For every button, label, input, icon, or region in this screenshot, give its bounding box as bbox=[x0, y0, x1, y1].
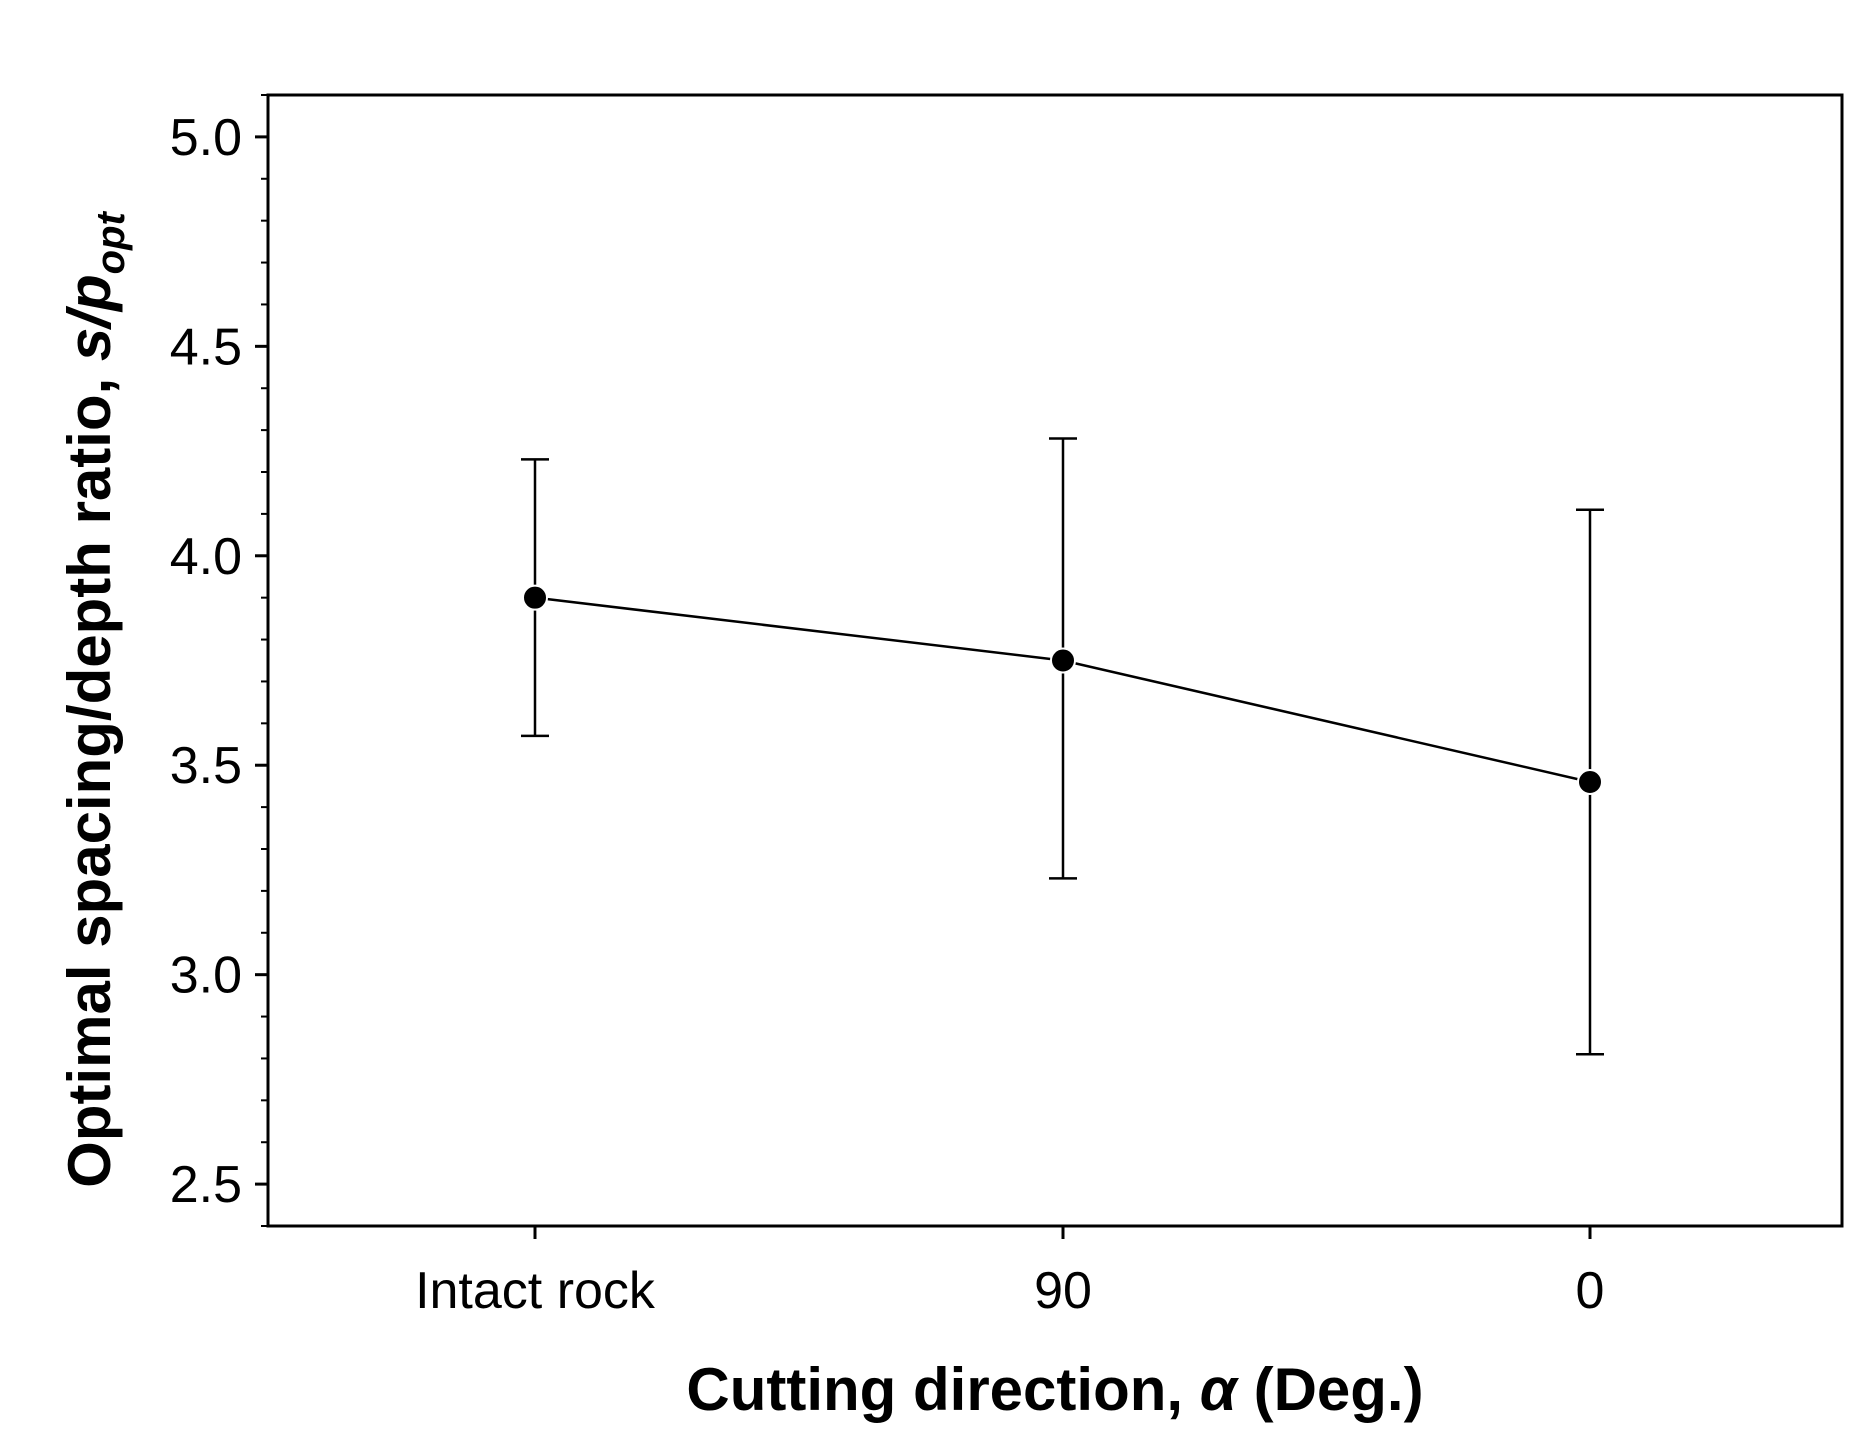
y-tick-label: 3.0 bbox=[170, 947, 242, 1005]
x-tick-label: 0 bbox=[1576, 1262, 1605, 1320]
y-axis-title-p: p bbox=[56, 274, 123, 313]
data-point-marker bbox=[522, 584, 548, 611]
error-bars bbox=[521, 437, 1604, 1056]
data-point-marker bbox=[1577, 768, 1603, 795]
x-axis-title: Cutting direction, α (Deg.) bbox=[686, 1356, 1423, 1423]
y-axis-title: Optimal spacing/depth ratio, s/popt bbox=[56, 210, 133, 1187]
x-axis-title-prefix: Cutting direction, bbox=[686, 1356, 1199, 1423]
y-axis-title-s: s bbox=[56, 328, 123, 361]
x-axis-title-symbol: α bbox=[1200, 1356, 1240, 1423]
data-point-marker bbox=[1050, 647, 1076, 674]
y-tick-label: 5.0 bbox=[170, 109, 242, 167]
y-tick-label: 3.5 bbox=[170, 737, 242, 795]
y-axis-title-prefix: Optimal spacing/depth ratio, bbox=[56, 361, 123, 1188]
x-tick-label: 90 bbox=[1034, 1262, 1092, 1320]
y-tick-label: 4.0 bbox=[170, 528, 242, 586]
y-axis-title-subscript: opt bbox=[89, 210, 133, 274]
x-tick-labels: Intact rock 90 0 bbox=[415, 1262, 1604, 1320]
x-axis-title-suffix: (Deg.) bbox=[1237, 1356, 1424, 1423]
x-tick-label: Intact rock bbox=[415, 1262, 656, 1320]
y-tick-label: 4.5 bbox=[170, 318, 242, 376]
major-ticks bbox=[255, 135, 1592, 1239]
plot-frame bbox=[266, 93, 1844, 1228]
y-tick-label: 2.5 bbox=[170, 1156, 242, 1214]
markers bbox=[522, 584, 1603, 795]
y-tick-labels: 2.5 3.0 3.5 4.0 4.5 5.0 bbox=[170, 109, 242, 1214]
